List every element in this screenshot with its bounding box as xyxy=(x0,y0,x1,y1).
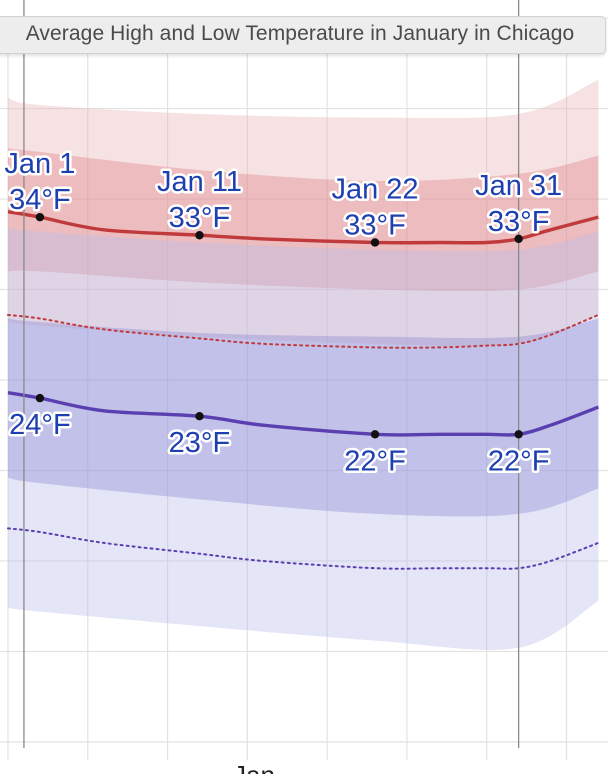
annotation-temp-label: 22°F xyxy=(344,445,406,477)
dotted-percentile-line xyxy=(7,313,600,349)
month-boundary-lines xyxy=(23,0,520,748)
annotation-point xyxy=(35,393,45,403)
band-high_p25_p75 xyxy=(8,148,599,292)
annotation-temp-label: 23°F xyxy=(169,427,231,459)
band-high_p10_p90 xyxy=(8,79,599,347)
annotation-point xyxy=(370,238,380,247)
annotation-temp-label: 33°F xyxy=(488,206,550,238)
annotation-temp-label: 33°F xyxy=(344,209,406,241)
band-low_p10_p90 xyxy=(8,228,599,650)
series-line xyxy=(7,391,600,437)
annotation-date-label: Jan 31 xyxy=(475,170,562,202)
x-axis-label: Jan xyxy=(233,760,275,774)
series-line xyxy=(7,210,599,245)
annotation-point xyxy=(514,234,523,244)
annotation-date-label: Jan 11 xyxy=(157,166,242,198)
annotation-point xyxy=(195,411,204,421)
annotation-date-label: Jan 22 xyxy=(331,173,418,205)
chart-title-bar xyxy=(0,16,606,54)
annotation-points xyxy=(35,212,523,439)
dotted-percentile-line xyxy=(7,527,600,570)
annotation-temp-label: 22°F xyxy=(488,445,550,477)
annotation-point xyxy=(370,430,380,439)
average-lines xyxy=(7,210,600,437)
annotation-date-label: Jan 1 xyxy=(4,148,75,180)
annotation-point xyxy=(514,430,523,439)
annotation-point xyxy=(195,231,204,240)
percentile-bands xyxy=(8,79,599,650)
band-low_p25_p75 xyxy=(8,318,599,517)
chart-title: Average High and Low Temperature in Janu… xyxy=(25,22,575,45)
annotation-point xyxy=(35,212,45,222)
percentile-dotted-lines xyxy=(7,313,600,570)
chart-gridlines xyxy=(0,17,608,760)
annotation-temp-label: 34°F xyxy=(9,184,71,216)
annotation-labels: Jan 1 34°F Jan 11 33°F Jan 22 33°F Jan 31 33°F 2… xyxy=(2,146,565,480)
annotation-temp-label: 33°F xyxy=(169,202,231,234)
annotation-temp-label: 24°F xyxy=(9,409,71,441)
